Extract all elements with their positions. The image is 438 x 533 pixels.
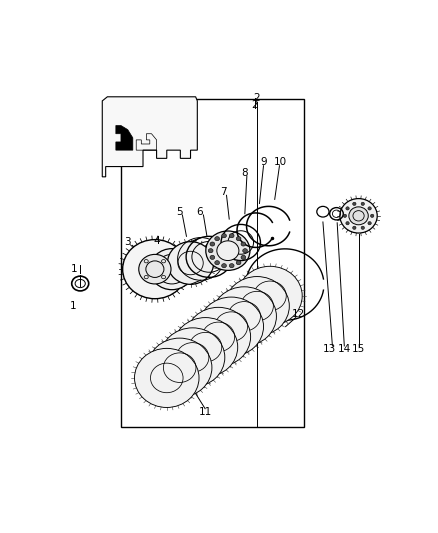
Ellipse shape [238,266,302,325]
Text: 5: 5 [177,207,183,217]
Ellipse shape [148,338,212,397]
Ellipse shape [210,242,215,246]
Ellipse shape [236,261,241,265]
Ellipse shape [368,222,371,225]
Polygon shape [116,126,133,150]
Ellipse shape [353,202,356,206]
Ellipse shape [173,318,238,377]
Text: 11: 11 [198,407,212,417]
Ellipse shape [343,214,346,217]
Ellipse shape [206,231,250,270]
Ellipse shape [346,222,349,225]
Ellipse shape [217,241,239,261]
Ellipse shape [134,349,199,407]
Ellipse shape [208,248,213,253]
Ellipse shape [241,255,246,260]
Ellipse shape [225,277,290,336]
Ellipse shape [361,202,364,206]
Text: 9: 9 [260,157,267,167]
Ellipse shape [222,264,226,268]
Ellipse shape [340,199,377,233]
Text: 13: 13 [323,344,336,354]
Text: 12: 12 [292,309,305,319]
Ellipse shape [371,214,374,217]
Bar [121,99,304,427]
Text: 7: 7 [220,187,227,197]
Ellipse shape [123,240,187,298]
Ellipse shape [167,241,214,284]
Text: 10: 10 [274,157,287,167]
Ellipse shape [346,207,349,210]
Text: 4: 4 [153,236,160,246]
Ellipse shape [243,248,247,253]
Text: 3: 3 [124,238,131,247]
Ellipse shape [212,287,276,346]
Text: 2: 2 [254,93,260,103]
Ellipse shape [160,328,225,387]
Text: 2: 2 [252,100,258,110]
Text: 6: 6 [197,207,203,217]
Ellipse shape [150,248,194,289]
Ellipse shape [215,237,219,241]
Text: 14: 14 [338,344,351,354]
Ellipse shape [230,264,234,268]
Text: 1: 1 [70,301,77,311]
Text: 1: 1 [71,264,78,274]
Ellipse shape [222,233,226,238]
Ellipse shape [215,261,219,265]
Ellipse shape [210,255,215,260]
Ellipse shape [230,233,234,238]
Text: 8: 8 [241,168,247,177]
Polygon shape [102,97,197,177]
Ellipse shape [361,226,364,229]
Ellipse shape [236,237,241,241]
Text: 15: 15 [352,344,365,354]
Ellipse shape [241,242,246,246]
Ellipse shape [353,226,356,229]
Ellipse shape [349,207,368,225]
Ellipse shape [186,308,251,366]
Ellipse shape [199,297,264,356]
Ellipse shape [368,207,371,210]
Ellipse shape [139,254,171,284]
